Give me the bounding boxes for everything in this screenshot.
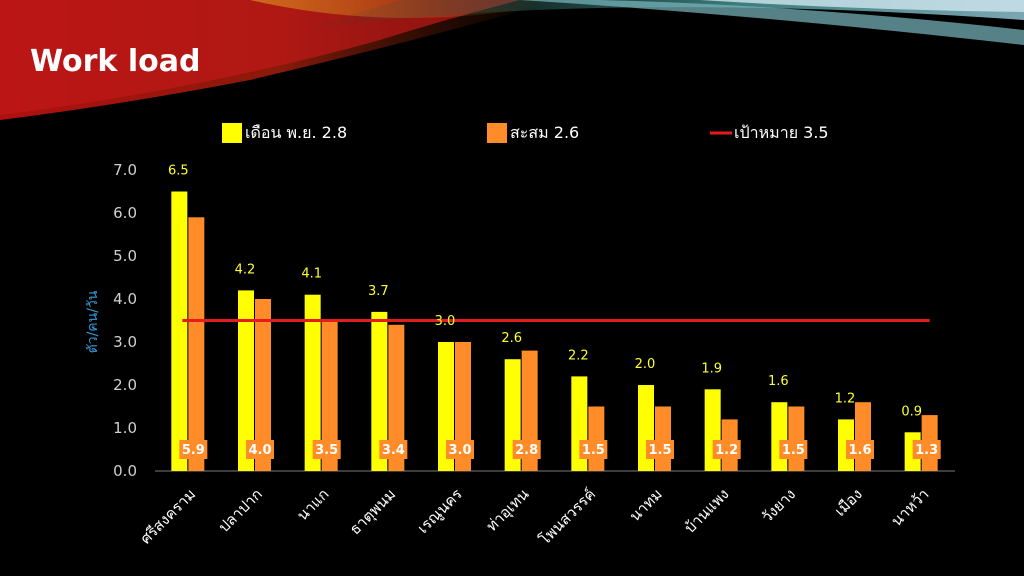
bar-cumulative xyxy=(788,406,805,471)
data-label-cumulative-bg xyxy=(646,440,674,459)
data-label-cumulative: 1.5 xyxy=(582,443,605,458)
data-label-cumulative-bg xyxy=(379,440,408,459)
legend-label-cumulative: สะสม 2.6 xyxy=(510,123,579,142)
legend-label-month: เดือน พ.ย. 2.8 xyxy=(245,123,347,142)
data-label-cumulative-bg xyxy=(579,440,608,459)
category-label: บ้านแพง xyxy=(681,485,733,537)
category-label: ธาตุพนม xyxy=(346,485,400,539)
category-label: นาทม xyxy=(626,485,666,525)
data-label-month: 4.1 xyxy=(301,267,322,282)
bar-month xyxy=(371,311,388,471)
bar-month xyxy=(238,290,254,471)
data-label-cumulative: 1.5 xyxy=(782,443,805,458)
bar-month xyxy=(171,191,188,471)
category-label: นาหว้า xyxy=(888,485,933,530)
data-label-month: 1.6 xyxy=(768,374,789,389)
data-label-month: 3.0 xyxy=(435,314,456,329)
category-label: ท่าอุเทน xyxy=(483,485,534,536)
page-title: Work load xyxy=(30,44,201,79)
data-label-cumulative-bg xyxy=(712,440,741,459)
bar-cumulative xyxy=(455,342,471,471)
data-label-month: 3.7 xyxy=(368,284,389,299)
data-label-cumulative: 1.3 xyxy=(915,443,938,458)
data-label-cumulative-bg xyxy=(312,440,341,459)
data-label-cumulative: 1.6 xyxy=(848,443,871,458)
data-label-cumulative-bg xyxy=(779,440,808,459)
data-label-cumulative: 3.5 xyxy=(315,443,338,458)
bar-cumulative xyxy=(255,299,271,471)
data-label-cumulative-bg xyxy=(846,440,874,459)
y-tick-label: 4.0 xyxy=(113,290,137,308)
bar-cumulative xyxy=(588,406,605,471)
data-label-cumulative: 5.9 xyxy=(182,443,205,458)
legend-label-target: เป้าหมาย 3.5 xyxy=(734,123,829,142)
category-label: นาแก xyxy=(293,485,332,524)
category-label: วังยาง xyxy=(758,485,799,526)
data-label-cumulative: 2.8 xyxy=(515,443,538,458)
data-label-cumulative-bg xyxy=(246,440,274,459)
data-label-cumulative-bg xyxy=(512,440,541,459)
data-label-month: 2.0 xyxy=(635,357,656,372)
data-label-cumulative: 3.0 xyxy=(448,443,471,458)
data-label-month: 2.2 xyxy=(568,348,589,363)
bar-cumulative xyxy=(855,402,871,471)
bar-cumulative xyxy=(321,320,338,471)
y-tick-label: 7.0 xyxy=(113,161,137,179)
y-tick-label: 2.0 xyxy=(113,376,137,394)
y-tick-label: 5.0 xyxy=(113,247,137,265)
data-label-month: 0.9 xyxy=(901,404,922,419)
bar-month xyxy=(771,402,788,471)
category-label: เรณูนคร xyxy=(414,485,466,537)
data-label-cumulative: 1.2 xyxy=(715,443,738,458)
data-label-month: 6.5 xyxy=(168,164,189,179)
bar-month xyxy=(304,294,321,471)
data-label-month: 1.2 xyxy=(835,391,856,406)
bar-cumulative xyxy=(188,217,205,471)
data-label-cumulative: 3.4 xyxy=(382,443,405,458)
y-tick-label: 1.0 xyxy=(113,419,137,437)
y-axis-label: ตัว/คน/วัน xyxy=(85,290,101,353)
data-label-month: 4.2 xyxy=(235,262,256,277)
data-label-cumulative-bg xyxy=(912,440,941,459)
data-label-cumulative: 1.5 xyxy=(648,443,671,458)
category-label: เมือง xyxy=(831,485,866,520)
data-label-month: 2.6 xyxy=(501,331,522,346)
bar-cumulative xyxy=(388,324,405,471)
data-label-month: 1.9 xyxy=(701,361,722,376)
category-label: ศรีสงคราม xyxy=(137,485,200,548)
y-tick-label: 0.0 xyxy=(113,462,137,480)
bar-cumulative xyxy=(655,406,671,471)
category-label: ปลาปาก xyxy=(215,485,266,536)
legend-swatch-month xyxy=(222,123,242,143)
legend-swatch-cumulative xyxy=(487,123,507,143)
category-label: โพนสวรรค์ xyxy=(536,485,600,549)
data-label-cumulative-bg xyxy=(446,440,474,459)
data-label-cumulative-bg xyxy=(179,440,208,459)
data-label-cumulative: 4.0 xyxy=(248,443,271,458)
bar-month xyxy=(438,342,454,471)
y-tick-label: 3.0 xyxy=(113,333,137,351)
y-tick-label: 6.0 xyxy=(113,204,137,222)
